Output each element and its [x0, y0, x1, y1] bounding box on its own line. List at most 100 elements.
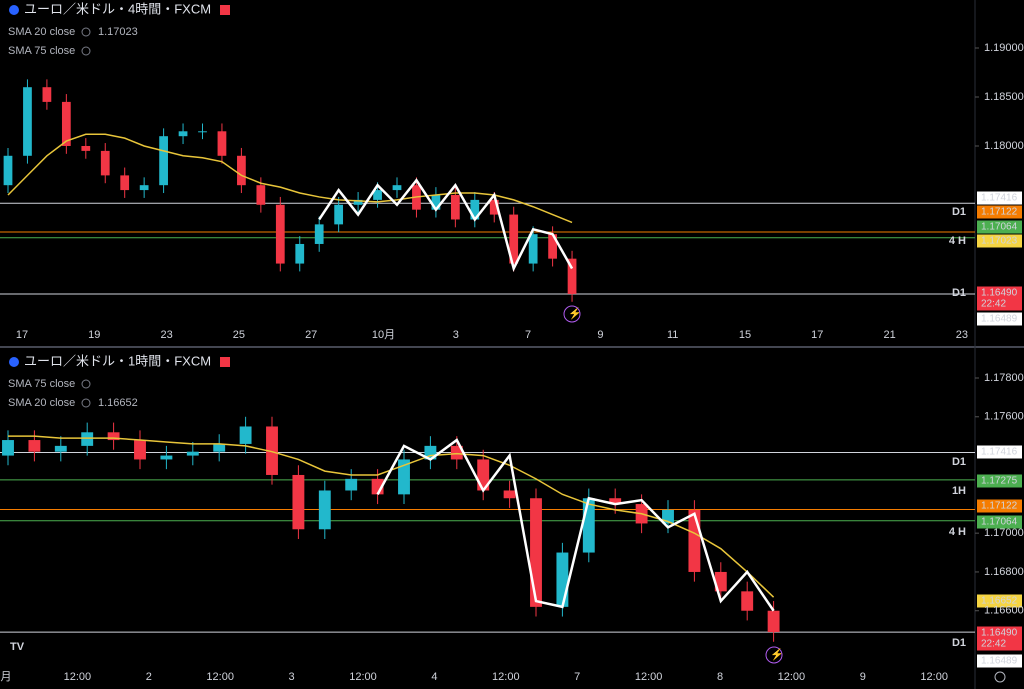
candle-body [178, 131, 188, 137]
candle-body [334, 204, 344, 225]
x-tick-label: 12:00 [635, 671, 663, 683]
candle-body [139, 185, 149, 191]
price-tag [977, 474, 1022, 488]
indicator-name: SMA 20 close [8, 397, 75, 409]
candle-body [186, 451, 199, 456]
candle-body [450, 445, 463, 460]
candle-body [741, 591, 754, 611]
x-tick-label: 12:00 [492, 671, 520, 683]
x-tick-label: 2 [146, 671, 152, 683]
candle-body [54, 445, 67, 452]
x-tick-label: 4 [431, 671, 437, 683]
x-tick-label: 23 [956, 329, 968, 341]
candle-body [28, 440, 41, 452]
x-tick-label: 9 [597, 329, 603, 341]
x-tick-label: 8 [717, 671, 723, 683]
price-tag-label: 1.16489 [981, 314, 1018, 325]
indicator-eye [81, 398, 91, 408]
settings-icon[interactable] [994, 671, 1006, 683]
candle-body [292, 474, 305, 530]
candle-body [314, 224, 324, 244]
alert-ring[interactable] [765, 646, 783, 664]
timeframe-label: 4 H [949, 235, 966, 247]
candle-body [134, 440, 146, 460]
x-tick-label: 7 [574, 671, 580, 683]
x-tick-label: 10月 [372, 329, 395, 341]
candle-body [714, 571, 727, 592]
candle-body [3, 155, 13, 186]
candle-body [198, 131, 207, 133]
price-tag-label: 1.17275 [981, 476, 1018, 487]
candle-body [424, 445, 437, 460]
alert-icon[interactable]: ⚡ [770, 648, 784, 661]
price-tag [977, 515, 1022, 529]
x-tick-label: 25 [233, 329, 245, 341]
candle-body [548, 234, 557, 259]
y-tick-label: 1.18000 [984, 140, 1024, 152]
chart-layer: 1.17416 1.17122 D1 1.17064 1.17023 4 H 1.16490… [0, 79, 1022, 668]
price-tag [977, 626, 1022, 651]
candle-body [373, 190, 382, 200]
y-tick-label: 1.17800 [984, 372, 1024, 384]
candle-body [100, 150, 110, 176]
candle-body [345, 478, 358, 491]
price-tag [977, 445, 1022, 459]
x-tick-label: 12:00 [920, 671, 948, 683]
price-tag-label: 1.17416 [981, 193, 1018, 204]
candle-body [477, 459, 490, 491]
candle-body [609, 498, 622, 505]
candle-body [160, 455, 173, 460]
price-tag-label: 1.16652 [981, 596, 1018, 607]
price-tag-label: 1.16490 [981, 288, 1018, 299]
price-tag [977, 286, 1022, 311]
x-tick-label: 12:00 [778, 671, 806, 683]
candle-body [509, 214, 519, 264]
price-tag [977, 205, 1022, 219]
candle-body [567, 258, 577, 294]
candle-body [318, 490, 331, 530]
timeframe-label: D1 [952, 206, 966, 218]
price-tag-label: 1.17122 [981, 207, 1018, 218]
x-tick-label: 21 [883, 329, 895, 341]
price-tag-time: 22:42 [981, 299, 1006, 310]
y-tick-label: 1.16800 [984, 566, 1024, 578]
candle-body [470, 199, 480, 220]
pane-title: ユーロ／米ドル・4時間・FXCM [24, 1, 211, 16]
alert-icon[interactable]: ⚡ [568, 307, 582, 320]
candle-body [398, 459, 410, 495]
candle-body [2, 440, 14, 456]
candle-body [275, 204, 285, 264]
y-tick-label: 1.18500 [984, 91, 1024, 103]
x-tick-label: 12:00 [206, 671, 234, 683]
price-tag-label: 1.17416 [981, 447, 1018, 458]
indicator-name: SMA 20 close [8, 26, 75, 38]
zigzag-line [318, 178, 574, 272]
y-tick-label: 1.16600 [984, 605, 1024, 617]
x-tick-label: 17 [16, 329, 28, 341]
x-tick-label: 9 [860, 671, 866, 683]
x-tick-label: 27 [305, 329, 317, 341]
price-tag-label: 1.17064 [981, 517, 1018, 528]
flag-icon [220, 5, 230, 15]
candle-body [371, 478, 384, 495]
candle-body [239, 426, 252, 444]
x-tick-label: 3 [453, 329, 459, 341]
candle-body [237, 155, 246, 186]
candle-body [582, 498, 595, 553]
indicator-value: 1.17023 [98, 26, 138, 38]
x-tick-label: 11 [667, 329, 678, 341]
zigzag-line [376, 438, 775, 612]
alert-ring[interactable] [563, 305, 581, 323]
price-tag-label: 1.17023 [981, 236, 1018, 247]
candle-body [528, 234, 538, 264]
candle-body [662, 509, 674, 524]
price-tag [977, 191, 1022, 205]
indicator-name: SMA 75 close [8, 45, 75, 57]
price-tag-label: 1.17122 [981, 501, 1018, 512]
flag-icon [220, 357, 230, 367]
timeframe-label: D1 [952, 456, 966, 468]
logo: TV [10, 641, 25, 653]
x-tick-label: 15 [739, 329, 751, 341]
candle-body [353, 199, 363, 205]
